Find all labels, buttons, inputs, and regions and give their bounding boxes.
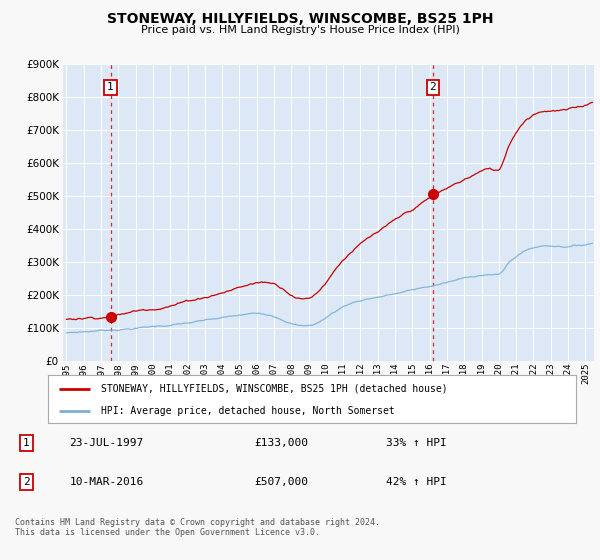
- Text: 10-MAR-2016: 10-MAR-2016: [70, 477, 144, 487]
- Text: Price paid vs. HM Land Registry's House Price Index (HPI): Price paid vs. HM Land Registry's House …: [140, 25, 460, 35]
- Text: STONEWAY, HILLYFIELDS, WINSCOMBE, BS25 1PH: STONEWAY, HILLYFIELDS, WINSCOMBE, BS25 1…: [107, 12, 493, 26]
- Text: £507,000: £507,000: [254, 477, 308, 487]
- Text: HPI: Average price, detached house, North Somerset: HPI: Average price, detached house, Nort…: [101, 406, 395, 416]
- Text: 42% ↑ HPI: 42% ↑ HPI: [386, 477, 447, 487]
- Text: 2: 2: [23, 477, 30, 487]
- Text: Contains HM Land Registry data © Crown copyright and database right 2024.
This d: Contains HM Land Registry data © Crown c…: [15, 518, 380, 538]
- Text: 1: 1: [107, 82, 114, 92]
- Text: STONEWAY, HILLYFIELDS, WINSCOMBE, BS25 1PH (detached house): STONEWAY, HILLYFIELDS, WINSCOMBE, BS25 1…: [101, 384, 448, 394]
- Text: 2: 2: [430, 82, 436, 92]
- Text: £133,000: £133,000: [254, 438, 308, 448]
- Text: 23-JUL-1997: 23-JUL-1997: [70, 438, 144, 448]
- Text: 33% ↑ HPI: 33% ↑ HPI: [386, 438, 447, 448]
- Text: 1: 1: [23, 438, 30, 448]
